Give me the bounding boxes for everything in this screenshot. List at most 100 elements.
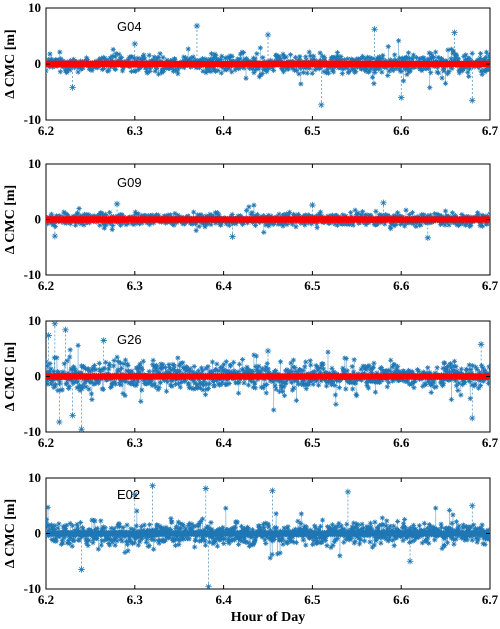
data-point bbox=[139, 387, 145, 393]
data-point bbox=[410, 52, 417, 58]
data-point bbox=[369, 527, 375, 533]
y-tick-label: 10 bbox=[28, 313, 41, 328]
data-point bbox=[135, 55, 141, 61]
data-point bbox=[161, 377, 168, 383]
data-point bbox=[62, 525, 68, 532]
data-point bbox=[330, 370, 337, 376]
data-point bbox=[189, 521, 195, 527]
data-point bbox=[368, 524, 374, 530]
data-point bbox=[309, 378, 315, 384]
data-point bbox=[138, 398, 144, 404]
data-point bbox=[149, 382, 155, 389]
data-point bbox=[276, 211, 282, 217]
data-point bbox=[228, 362, 234, 368]
data-point bbox=[48, 56, 55, 62]
data-point bbox=[64, 381, 70, 387]
data-point bbox=[140, 358, 146, 364]
data-point bbox=[64, 70, 70, 76]
data-point bbox=[370, 55, 376, 62]
data-point bbox=[444, 540, 451, 546]
data-point bbox=[400, 78, 407, 84]
data-point bbox=[236, 380, 242, 386]
data-point bbox=[364, 383, 370, 389]
data-point bbox=[242, 56, 248, 62]
data-point bbox=[386, 379, 392, 386]
data-point bbox=[439, 378, 445, 384]
data-point bbox=[335, 53, 341, 60]
x-tick-label: 6.3 bbox=[127, 435, 144, 450]
data-point bbox=[46, 221, 51, 227]
data-point bbox=[469, 537, 475, 543]
data-point bbox=[302, 523, 308, 529]
data-point bbox=[386, 526, 392, 532]
data-point bbox=[306, 49, 312, 55]
data-point bbox=[97, 368, 103, 375]
data-point bbox=[304, 526, 310, 533]
data-point bbox=[373, 379, 379, 386]
data-point bbox=[470, 363, 476, 369]
data-point bbox=[203, 67, 210, 73]
data-point bbox=[374, 55, 380, 61]
data-point bbox=[150, 357, 156, 363]
data-point bbox=[149, 377, 155, 383]
data-point bbox=[106, 366, 112, 372]
data-point bbox=[359, 53, 366, 59]
data-point bbox=[245, 382, 252, 388]
data-point bbox=[203, 213, 209, 219]
data-point bbox=[288, 360, 294, 366]
data-point bbox=[474, 366, 480, 372]
data-point bbox=[452, 54, 459, 60]
data-point bbox=[341, 367, 347, 373]
data-point bbox=[46, 504, 51, 510]
data-series-group bbox=[46, 482, 490, 589]
data-point bbox=[266, 524, 272, 530]
data-point bbox=[208, 519, 214, 526]
data-point bbox=[152, 381, 158, 387]
data-point bbox=[303, 359, 309, 365]
data-point bbox=[62, 523, 68, 529]
data-point bbox=[48, 211, 55, 217]
data-point bbox=[222, 536, 228, 542]
data-point bbox=[197, 380, 203, 386]
data-point bbox=[168, 367, 174, 373]
data-point bbox=[478, 377, 484, 383]
data-point bbox=[98, 56, 104, 62]
y-tick-label: -10 bbox=[24, 424, 41, 439]
data-point bbox=[186, 381, 192, 387]
data-point bbox=[182, 220, 188, 226]
data-point bbox=[444, 71, 451, 77]
data-point bbox=[485, 57, 490, 63]
data-point bbox=[343, 213, 349, 219]
data-point bbox=[308, 362, 314, 368]
data-point bbox=[48, 366, 54, 372]
data-point bbox=[321, 69, 327, 75]
data-point bbox=[345, 56, 351, 62]
data-point bbox=[269, 551, 275, 558]
data-point bbox=[452, 213, 459, 219]
data-point bbox=[407, 68, 413, 74]
data-point bbox=[206, 65, 213, 71]
data-point bbox=[453, 364, 459, 370]
data-point bbox=[441, 64, 448, 70]
data-point bbox=[241, 525, 248, 532]
x-tick-label: 6.3 bbox=[127, 278, 144, 293]
data-point bbox=[263, 66, 269, 73]
data-point bbox=[258, 384, 264, 390]
data-point bbox=[297, 367, 303, 373]
data-point bbox=[188, 385, 194, 391]
data-point bbox=[346, 69, 352, 75]
data-point bbox=[208, 68, 214, 75]
data-point bbox=[202, 392, 209, 398]
data-point bbox=[103, 213, 109, 219]
data-point bbox=[284, 221, 290, 228]
data-point bbox=[59, 537, 65, 544]
data-point bbox=[330, 378, 336, 384]
data-point bbox=[441, 543, 448, 549]
data-point bbox=[419, 67, 425, 74]
data-point bbox=[324, 543, 330, 549]
x-tick-label: 6.6 bbox=[393, 278, 410, 293]
data-point bbox=[139, 535, 145, 541]
data-point bbox=[201, 378, 207, 384]
data-point bbox=[459, 220, 465, 226]
data-point bbox=[264, 381, 270, 388]
